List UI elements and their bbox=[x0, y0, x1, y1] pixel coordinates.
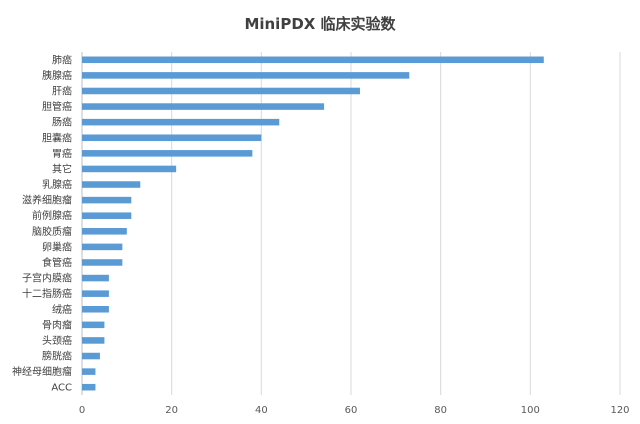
category-label: 前例腺癌 bbox=[32, 209, 72, 222]
bar bbox=[82, 321, 105, 329]
category-label: 胰腺癌 bbox=[42, 69, 72, 82]
category-label: 神经母细胞瘤 bbox=[12, 365, 72, 378]
x-tick-label: 120 bbox=[610, 405, 629, 416]
category-label: 其它 bbox=[52, 162, 72, 175]
x-tick-labels: 0 20 40 60 80 100 120 bbox=[79, 405, 630, 416]
bars bbox=[82, 56, 544, 391]
category-label: 卵巢癌 bbox=[42, 240, 72, 253]
bar bbox=[82, 150, 253, 157]
bar bbox=[82, 352, 100, 360]
bar bbox=[82, 56, 544, 64]
bar bbox=[82, 259, 123, 266]
category-label: 子宫内膜癌 bbox=[22, 272, 72, 285]
x-tick-label: 60 bbox=[345, 405, 358, 416]
category-label: 脑胶质瘤 bbox=[32, 225, 72, 238]
bar bbox=[82, 228, 127, 235]
bar bbox=[82, 196, 132, 204]
bar bbox=[82, 72, 410, 79]
category-label: 膀胱癌 bbox=[42, 350, 72, 363]
x-tick-label: 20 bbox=[165, 405, 178, 416]
bar bbox=[82, 134, 262, 142]
bar bbox=[82, 290, 109, 297]
x-tick-label: 0 bbox=[79, 405, 85, 416]
bar bbox=[82, 243, 123, 251]
category-label: 胆囊癌 bbox=[42, 131, 72, 144]
bar bbox=[82, 274, 109, 282]
bar bbox=[82, 87, 360, 95]
bar bbox=[82, 383, 96, 391]
category-label: 绒癌 bbox=[52, 303, 72, 316]
category-labels: 肺癌胰腺癌肝癌胆管癌肠癌胆囊癌胃癌其它乳腺癌滋养细胞瘤前例腺癌脑胶质瘤卵巢癌食管… bbox=[12, 53, 72, 393]
bar bbox=[82, 212, 132, 219]
bar bbox=[82, 103, 325, 110]
bar bbox=[82, 181, 141, 188]
category-label: 骨肉瘤 bbox=[42, 318, 72, 331]
bar bbox=[82, 337, 105, 344]
bar bbox=[82, 305, 109, 313]
category-label: 胆管癌 bbox=[42, 100, 72, 113]
category-label: 头颈癌 bbox=[42, 334, 72, 347]
category-label: 十二指肠癌 bbox=[22, 287, 72, 300]
category-label: 食管癌 bbox=[42, 256, 72, 269]
x-tick-label: 40 bbox=[255, 405, 268, 416]
bar bbox=[82, 118, 280, 126]
category-label: ACC bbox=[51, 383, 72, 394]
chart-title: MiniPDX 临床实验数 bbox=[244, 15, 396, 33]
bar bbox=[82, 165, 177, 173]
category-label: 肠癌 bbox=[52, 116, 72, 129]
category-label: 肝癌 bbox=[52, 84, 72, 97]
category-label: 乳腺癌 bbox=[42, 178, 72, 191]
category-label: 滋养细胞瘤 bbox=[22, 194, 72, 207]
category-label: 胃癌 bbox=[52, 147, 72, 160]
x-tick-label: 100 bbox=[521, 405, 540, 416]
bar bbox=[82, 368, 96, 375]
x-tick-label: 80 bbox=[434, 405, 447, 416]
category-label: 肺癌 bbox=[52, 53, 72, 66]
